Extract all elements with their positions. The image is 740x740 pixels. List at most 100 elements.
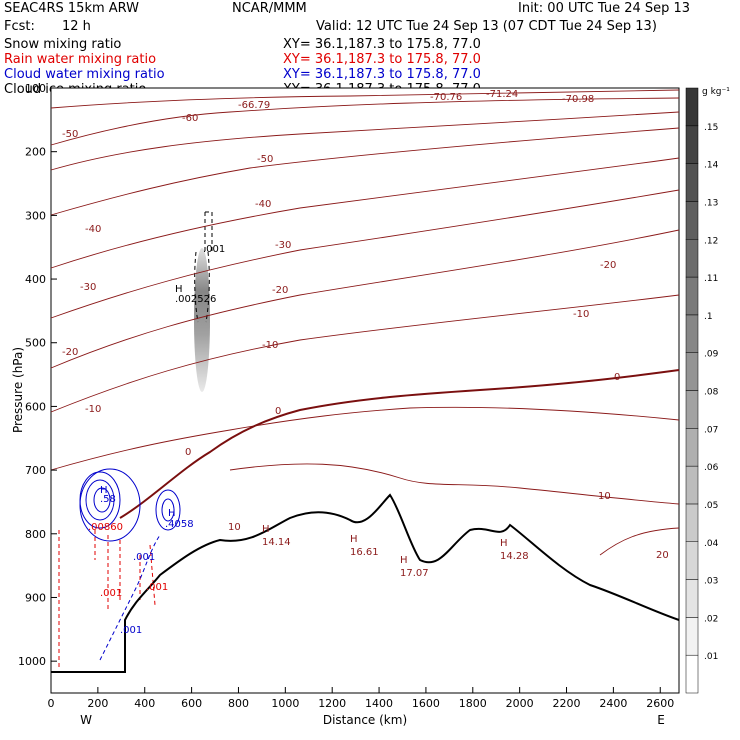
snow-plume (194, 248, 210, 392)
y-tick-label: 700 (25, 464, 46, 477)
x-tick-label: 1600 (412, 697, 440, 710)
temp-label: -66.79 (238, 100, 270, 111)
colorbar-swatch (685, 87, 699, 127)
extremum-label: 17.07 (400, 568, 429, 579)
colorbar-tick-label: .05 (704, 501, 718, 511)
temp-label: 0 (614, 372, 620, 383)
valid-label: Valid: 12 UTC Tue 24 Sep 13 (07 CDT Tue … (316, 19, 657, 34)
colorbar-swatch (685, 390, 699, 429)
colorbar-swatch (685, 617, 699, 656)
field-rain-name: Rain water mixing ratio (4, 52, 157, 67)
temp-label: -20 (272, 285, 288, 296)
rain-contours (58, 530, 156, 668)
colorbar-swatch (685, 654, 699, 694)
x-tick-label: 0 (48, 697, 55, 710)
temperature-contours (50, 89, 680, 556)
cloud-label: .4058 (165, 519, 194, 530)
colorbar: .01 .02 .03 .04 .05 .06 .07 .08 .09 .1 .11 .12 .13 .1… (685, 87, 719, 694)
isotherm-line (50, 406, 680, 471)
terrain-line (51, 493, 680, 673)
temp-label: -10 (573, 309, 589, 320)
fcst-label: Fcst: (4, 19, 35, 34)
colorbar-tick-label: .01 (704, 652, 718, 662)
colorbar-tick-label: .08 (704, 388, 719, 398)
field-rain-xy: XY= 36.1,187.3 to 175.8, 77.0 (283, 52, 481, 67)
colorbar-swatch (685, 352, 699, 391)
cloud-labels: H .58 H .4058 .001 .001 (100, 485, 194, 636)
cloud-h: H (168, 508, 176, 519)
x-tick-label: 1200 (318, 697, 346, 710)
extremum-h: H (400, 555, 408, 566)
colorbar-tick-label: .03 (704, 577, 718, 587)
colorbar-tick-label: .02 (704, 614, 718, 624)
cloud-label: .001 (120, 625, 142, 636)
isotherm-line (599, 527, 680, 556)
x-tick-label: 2400 (599, 697, 627, 710)
colorbar-tick-label: .13 (704, 198, 718, 208)
y-tick-label: 100 (25, 82, 46, 95)
colorbar-swatch (685, 465, 699, 505)
extremum-label: 14.28 (500, 551, 529, 562)
field-cloud-xy: XY= 36.1,187.3 to 175.8, 77.0 (283, 67, 481, 82)
rain-contour (94, 530, 121, 610)
y-tick-label: 800 (25, 528, 46, 541)
x-axis-title: Distance (km) (323, 713, 407, 727)
temp-label: -10 (262, 340, 278, 351)
isotherm-line (50, 89, 680, 109)
extremum-label: -70.76 (430, 92, 462, 103)
x-tick-label: 2200 (553, 697, 581, 710)
x-tick-label: 1000 (271, 697, 299, 710)
extremum-label: -71.24 (486, 89, 518, 100)
colorbar-swatch (685, 125, 699, 164)
isotherm-line (50, 294, 680, 413)
x-tick-label: 600 (181, 697, 202, 710)
colorbar-tick-label: .15 (704, 123, 718, 133)
x-end-right: E (657, 713, 665, 727)
temp-label: -40 (255, 199, 271, 210)
temp-label: -50 (257, 154, 273, 165)
rain-label: .001 (146, 582, 168, 593)
colorbar-swatch (685, 503, 699, 542)
colorbar-swatch (685, 579, 699, 618)
colorbar-tick-label: .1 (704, 312, 713, 322)
temperature-labels: -66.79 -60 -50 -50 -40 -40 -30 -30 -20 -… (62, 100, 669, 561)
colorbar-swatch (685, 428, 699, 467)
x-tick-label: 2600 (646, 697, 674, 710)
plot-frame (50, 87, 680, 694)
cloud-label: .001 (133, 552, 155, 563)
extremum-h: H (350, 534, 358, 545)
extremum-label: 14.14 (262, 537, 291, 548)
x-tick-label: 1400 (365, 697, 393, 710)
extremum-h: H (262, 524, 270, 535)
y-tick-label: 1000 (18, 655, 46, 668)
x-tick-label: 1800 (459, 697, 487, 710)
field-snow-xy: XY= 36.1,187.3 to 175.8, 77.0 (283, 37, 481, 52)
cloud-label: .58 (100, 494, 116, 505)
colorbar-tick-label: .04 (704, 539, 719, 549)
isotherm-line (50, 127, 680, 216)
temp-label: -50 (62, 129, 78, 140)
isotherm-line (50, 97, 680, 146)
colorbar-tick-label: .07 (704, 425, 718, 435)
isotherm-line (50, 157, 680, 269)
rain-contour (139, 544, 156, 606)
init-label: Init: 00 UTC Tue 24 Sep 13 (518, 1, 691, 16)
colorbar-swatch (685, 163, 699, 202)
fcst-value: 12 h (62, 19, 91, 34)
x-tick-label: 800 (228, 697, 249, 710)
temp-label: -60 (182, 113, 198, 124)
y-tick-label: 600 (25, 400, 46, 413)
rain-label: .00860 (88, 522, 123, 533)
org-label: NCAR/MMM (232, 1, 307, 16)
colorbar-tick-label: .12 (704, 236, 718, 246)
isotherm-line (50, 189, 680, 319)
colorbar-swatch (685, 239, 699, 278)
model-title: SEAC4RS 15km ARW (4, 1, 140, 16)
snow-contour-top (204, 211, 213, 252)
rain-label: .001 (100, 588, 122, 599)
colorbar-swatch (685, 276, 699, 316)
extremum-label: -70.98 (562, 94, 594, 105)
x-axis: 0 200 400 600 800 1000 1200 1400 1600 1800 2000 220… (48, 687, 674, 710)
x-tick-label: 200 (87, 697, 108, 710)
